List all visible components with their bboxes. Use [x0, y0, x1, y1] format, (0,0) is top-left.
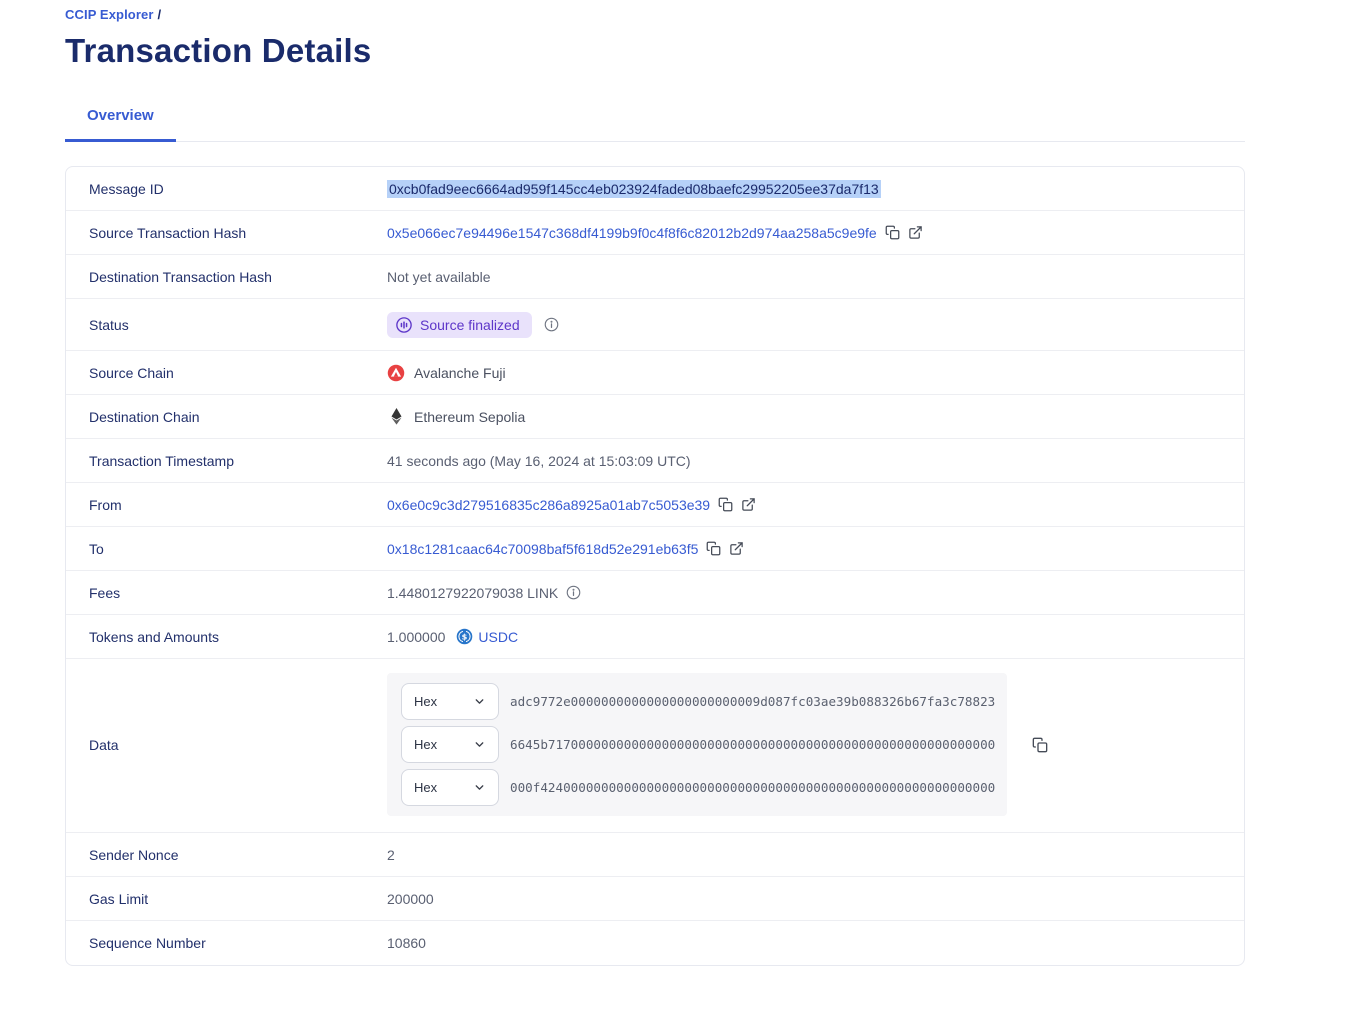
from-address-link[interactable]: 0x6e0c9c3d279516835c286a8925a01ab7c5053e… — [387, 496, 711, 513]
usdc-icon: $ — [456, 628, 473, 645]
external-link-icon[interactable] — [908, 225, 923, 240]
table-row-source-chain: Source Chain Avalanche Fuji — [66, 351, 1244, 395]
row-label: Gas Limit — [89, 890, 149, 907]
page-content: CCIP Explorer / Transaction Details Overv… — [65, 7, 1245, 966]
data-hex-line-3: 000f424000000000000000000000000000000000… — [510, 780, 996, 795]
status-progress-icon — [395, 316, 413, 334]
fees-value: 1.4480127922079038 LINK — [387, 584, 559, 601]
copy-icon[interactable] — [718, 497, 733, 512]
data-format-value: Hex — [414, 780, 438, 795]
row-label: From — [89, 496, 122, 513]
chevron-down-icon — [473, 695, 486, 708]
data-format-select[interactable]: Hex — [401, 769, 499, 806]
table-row-data: Data Hex adc9772e00000000000000000000000… — [66, 659, 1244, 833]
table-row-dest-chain: Destination Chain Ethereum Sepolia — [66, 395, 1244, 439]
copy-icon[interactable] — [885, 225, 900, 240]
source-tx-hash-link[interactable]: 0x5e066ec7e94496e1547c368df4199b9f0c4f8f… — [387, 224, 877, 241]
data-line: Hex 6645b7170000000000000000000000000000… — [401, 726, 996, 763]
gas-limit-value: 200000 — [387, 890, 434, 907]
row-label: Source Transaction Hash — [89, 224, 247, 241]
row-label: Transaction Timestamp — [89, 452, 234, 469]
data-hex-box: Hex adc9772e0000000000000000000000009d08… — [387, 673, 1007, 816]
dest-chain-name: Ethereum Sepolia — [414, 408, 526, 425]
data-format-value: Hex — [414, 694, 438, 709]
row-label: Destination Transaction Hash — [89, 268, 272, 285]
data-hex-line-1: adc9772e0000000000000000000000009d087fc0… — [510, 694, 996, 709]
table-row-sequence-number: Sequence Number 10860 — [66, 921, 1244, 965]
table-row-from: From 0x6e0c9c3d279516835c286a8925a01ab7c… — [66, 483, 1244, 527]
breadcrumb-separator: / — [157, 7, 162, 22]
status-badge-label: Source finalized — [420, 316, 520, 333]
external-link-icon[interactable] — [729, 541, 744, 556]
status-badge: Source finalized — [387, 311, 532, 338]
ethereum-icon — [387, 408, 405, 425]
table-row-fees: Fees 1.4480127922079038 LINK — [66, 571, 1244, 615]
table-row-source-tx-hash: Source Transaction Hash 0x5e066ec7e94496… — [66, 211, 1244, 255]
row-label: Status — [89, 316, 129, 333]
row-label: Sender Nonce — [89, 846, 179, 863]
external-link-icon[interactable] — [741, 497, 756, 512]
dest-tx-hash-value: Not yet available — [387, 268, 491, 285]
sender-nonce-value: 2 — [387, 846, 395, 863]
tab-bar: Overview — [65, 107, 1245, 142]
token-usdc-link[interactable]: USDC — [478, 628, 519, 645]
row-label: Source Chain — [89, 364, 174, 381]
data-format-value: Hex — [414, 737, 438, 752]
chevron-down-icon — [473, 738, 486, 751]
data-line: Hex 000f42400000000000000000000000000000… — [401, 769, 996, 806]
transaction-details-table: Message ID 0xcb0fad9eec6664ad959f145cc4e… — [65, 166, 1245, 966]
status-info-icon[interactable] — [544, 317, 559, 332]
token-amount: 1.000000 — [387, 628, 446, 645]
svg-text:$: $ — [462, 631, 468, 641]
data-format-select[interactable]: Hex — [401, 726, 499, 763]
table-row-dest-tx-hash: Destination Transaction Hash Not yet ava… — [66, 255, 1244, 299]
row-label: To — [89, 540, 104, 557]
avalanche-icon — [387, 364, 405, 382]
to-address-link[interactable]: 0x18c1281caac64c70098baf5f618d52e291eb63… — [387, 540, 699, 557]
source-chain-name: Avalanche Fuji — [414, 364, 506, 381]
table-row-sender-nonce: Sender Nonce 2 — [66, 833, 1244, 877]
row-label: Tokens and Amounts — [89, 628, 219, 645]
row-label: Data — [89, 736, 119, 753]
page-title: Transaction Details — [65, 32, 372, 69]
row-label: Sequence Number — [89, 935, 206, 951]
tab-overview[interactable]: Overview — [65, 107, 176, 142]
data-format-select[interactable]: Hex — [401, 683, 499, 720]
row-label: Destination Chain — [89, 408, 200, 425]
row-label: Message ID — [89, 180, 164, 197]
data-hex-line-2: 6645b71700000000000000000000000000000000… — [510, 737, 996, 752]
message-id-value[interactable]: 0xcb0fad9eec6664ad959f145cc4eb023924fade… — [387, 179, 881, 198]
table-row-message-id: Message ID 0xcb0fad9eec6664ad959f145cc4e… — [66, 167, 1244, 211]
table-row-status: Status Source finalized — [66, 299, 1244, 351]
table-row-timestamp: Transaction Timestamp 41 seconds ago (Ma… — [66, 439, 1244, 483]
copy-icon[interactable] — [1032, 737, 1048, 753]
row-label: Fees — [89, 584, 121, 601]
breadcrumb: CCIP Explorer / — [65, 7, 1245, 22]
table-row-to: To 0x18c1281caac64c70098baf5f618d52e291e… — [66, 527, 1244, 571]
timestamp-value: 41 seconds ago (May 16, 2024 at 15:03:09… — [387, 452, 691, 469]
table-row-gas-limit: Gas Limit 200000 — [66, 877, 1244, 921]
copy-icon[interactable] — [706, 541, 721, 556]
sequence-number-value: 10860 — [387, 935, 426, 951]
breadcrumb-ccip-explorer-link[interactable]: CCIP Explorer — [65, 7, 154, 22]
fees-info-icon[interactable] — [566, 585, 581, 600]
chevron-down-icon — [473, 781, 486, 794]
table-row-tokens: Tokens and Amounts 1.000000 $ USDC — [66, 615, 1244, 659]
data-line: Hex adc9772e0000000000000000000000009d08… — [401, 683, 996, 720]
